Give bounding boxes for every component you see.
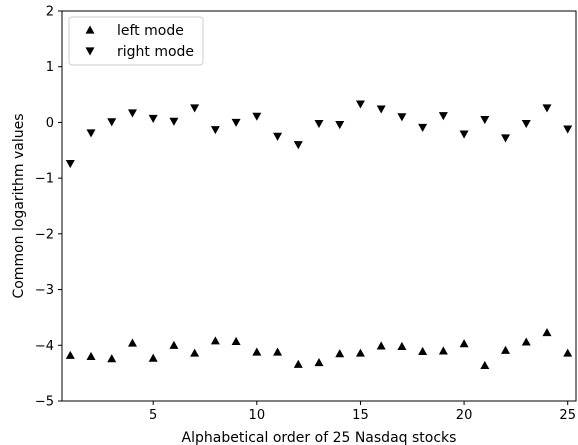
right-mode-point [377,105,386,113]
left-mode-point [563,349,572,357]
right-mode-point [149,115,158,123]
left-mode-point [460,339,469,347]
x-tick-label: 20 [456,408,473,423]
right-mode-point [563,126,572,134]
right-mode-point [356,100,365,108]
right-mode-point [169,118,178,126]
right-mode-point [232,119,241,127]
y-tick-label: −5 [35,395,54,410]
left-mode-point [377,341,386,349]
y-tick-label: −2 [35,227,54,242]
left-mode-point [169,341,178,349]
y-tick-label: 1 [46,60,54,75]
left-mode-point [211,336,220,344]
y-tick-label: 0 [46,116,54,131]
right-mode-point [107,118,116,126]
x-tick-label: 25 [559,408,576,423]
right-mode-point [315,120,324,128]
left-mode-point [542,328,551,336]
left-mode-point [273,347,282,355]
y-tick-label: −3 [35,283,54,298]
left-mode-point [439,346,448,354]
right-mode-point [480,116,489,124]
x-tick-label: 15 [352,408,369,423]
right-mode-point [522,120,531,128]
plot-frame [62,11,576,401]
legend: left mode right mode [69,17,203,65]
y-tick-label: −4 [35,339,54,354]
right-mode-point [252,113,261,121]
right-mode-point [418,124,427,132]
legend-label-left-mode: left mode [117,23,184,39]
right-mode-point [190,104,199,112]
left-mode-point [294,360,303,368]
right-mode-point [66,160,75,168]
left-mode-point [149,354,158,362]
left-mode-point [87,352,96,360]
left-mode-point [252,347,261,355]
legend-label-right-mode: right mode [117,44,194,60]
left-mode-point [107,354,116,362]
left-mode-point [418,347,427,355]
left-mode-point [128,339,137,347]
right-mode-point [87,129,96,137]
left-mode-point [315,358,324,366]
y-axis-ticks: −5 −4 −3 −2 −1 0 1 2 [35,5,62,410]
x-tick-label: 10 [249,408,266,423]
left-mode-point [397,342,406,350]
y-tick-label: −1 [35,172,54,187]
left-mode-point [190,349,199,357]
left-mode-point [232,337,241,345]
right-mode-point [211,126,220,134]
left-mode-point [66,351,75,359]
x-axis-ticks: 5 10 15 20 25 [149,401,576,423]
chart-marks [66,100,572,369]
left-mode-point [356,349,365,357]
right-mode-point [294,141,303,149]
right-mode-point [501,134,510,142]
x-tick-label: 5 [149,408,157,423]
right-mode-point [542,104,551,112]
right-mode-point [439,112,448,120]
right-mode-point [128,109,137,117]
y-axis-label: Common logarithm values [11,113,27,298]
left-mode-point [501,346,510,354]
right-mode-point [335,121,344,129]
left-mode-point [335,349,344,357]
x-axis-label: Alphabetical order of 25 Nasdaq stocks [182,430,457,445]
y-tick-label: 2 [46,5,54,20]
right-mode-point [460,131,469,139]
left-mode-point [480,361,489,369]
right-mode-point [273,133,282,141]
left-mode-point [522,337,531,345]
right-mode-point [397,113,406,121]
